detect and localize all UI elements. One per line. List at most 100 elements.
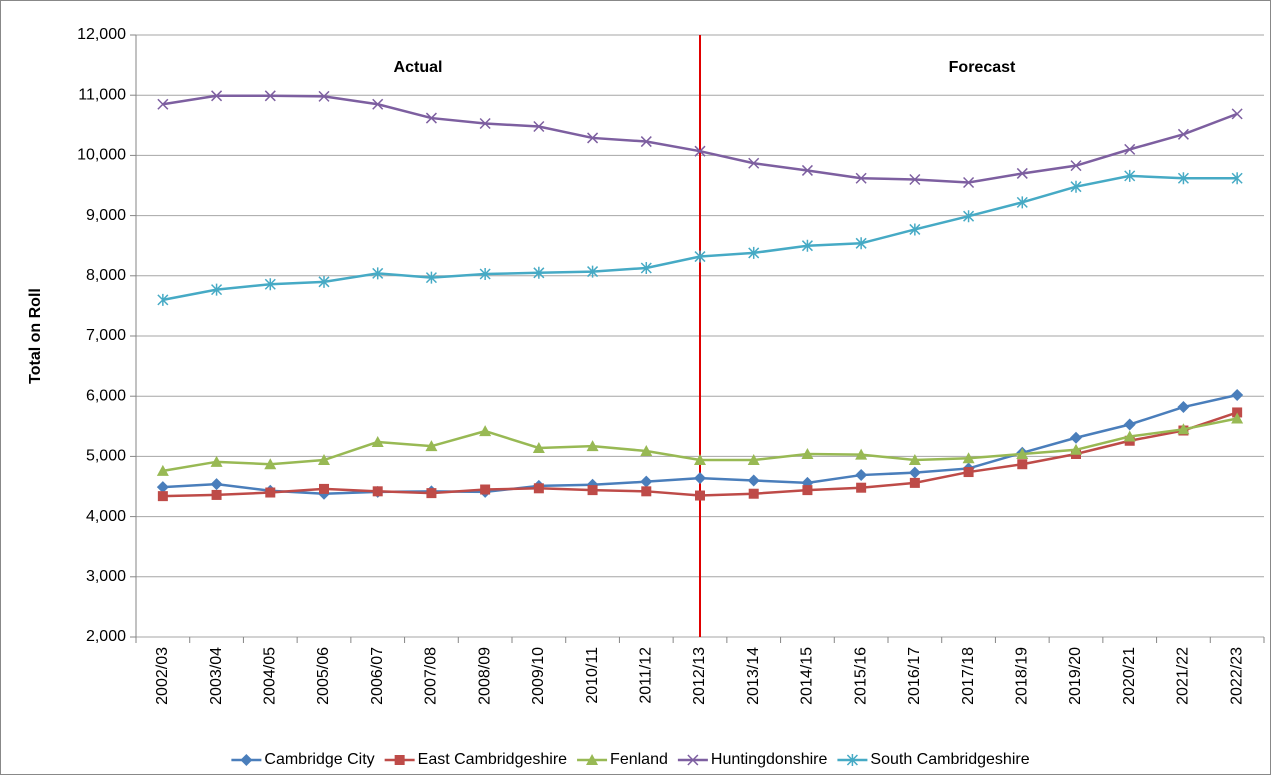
x-tick-label: 2003/04: [208, 647, 225, 705]
marker: [372, 486, 383, 497]
marker: [855, 237, 867, 250]
marker: [748, 157, 760, 169]
marker: [694, 454, 706, 466]
marker: [1070, 160, 1082, 172]
marker: [211, 283, 223, 296]
y-axis-label: Total on Roll: [27, 288, 44, 384]
y-tick-label: 3,000: [86, 568, 126, 585]
x-tick-label: 2017/18: [960, 647, 977, 705]
x-tick-label: 2002/03: [154, 647, 171, 705]
marker: [264, 90, 276, 102]
y-tick-label: 9,000: [86, 207, 126, 224]
x-tick-label: 2015/16: [852, 647, 869, 705]
marker: [265, 487, 276, 498]
marker: [1070, 180, 1082, 193]
marker: [240, 754, 253, 766]
marker: [1177, 423, 1190, 435]
marker: [318, 90, 330, 102]
y-tick-label: 10,000: [77, 147, 126, 164]
marker: [479, 117, 491, 130]
marker: [210, 455, 223, 467]
x-tick-label: 2004/05: [262, 647, 279, 705]
marker: [587, 265, 599, 278]
legend-label: Cambridge City: [264, 751, 374, 768]
x-tick-label: 2008/09: [476, 647, 493, 705]
legend-label: South Cambridgeshire: [870, 751, 1029, 768]
x-tick-label: 2020/21: [1121, 647, 1138, 705]
marker: [695, 490, 705, 501]
marker: [426, 488, 437, 499]
y-tick-label: 6,000: [86, 387, 126, 404]
marker: [587, 132, 599, 144]
x-tick-label: 2012/13: [691, 647, 708, 705]
x-tick-label: 2010/11: [584, 647, 601, 704]
marker: [1016, 196, 1028, 209]
marker: [479, 267, 491, 280]
marker: [425, 271, 437, 284]
marker: [855, 469, 868, 482]
marker: [394, 755, 405, 765]
marker: [801, 239, 813, 252]
y-tick-label: 4,000: [86, 508, 126, 525]
marker: [156, 464, 169, 476]
marker: [855, 448, 868, 460]
marker: [586, 754, 599, 765]
marker: [264, 278, 276, 291]
marker: [211, 90, 223, 102]
marker: [1177, 172, 1189, 185]
legend-label: East Cambridgeshire: [418, 751, 568, 768]
x-tick-label: 2021/22: [1175, 647, 1192, 705]
marker: [963, 210, 975, 223]
marker: [372, 267, 384, 280]
y-tick-label: 8,000: [86, 267, 126, 284]
marker: [694, 472, 706, 485]
x-tick-label: 2009/10: [530, 647, 547, 705]
marker: [480, 484, 491, 495]
marker: [1177, 401, 1190, 414]
y-tick-label: 12,000: [77, 26, 126, 43]
marker: [747, 474, 760, 487]
marker: [533, 483, 544, 494]
marker: [641, 486, 652, 497]
x-tick-label: 2018/19: [1014, 647, 1031, 705]
marker: [425, 440, 438, 452]
x-tick-label: 2013/14: [745, 647, 762, 705]
marker: [371, 435, 384, 447]
marker: [1231, 388, 1244, 401]
marker: [1177, 128, 1189, 140]
marker: [856, 482, 867, 493]
y-tick-label: 2,000: [86, 628, 126, 645]
marker: [1070, 443, 1082, 455]
marker: [640, 475, 653, 488]
x-tick-label: 2006/07: [369, 647, 386, 705]
marker: [157, 293, 169, 306]
marker: [801, 164, 813, 176]
marker: [909, 477, 920, 488]
marker: [801, 447, 814, 459]
marker: [318, 454, 330, 466]
marker: [1124, 143, 1136, 155]
marker: [747, 454, 760, 466]
marker: [425, 112, 437, 124]
marker: [694, 250, 706, 263]
legend-label: Huntingdonshire: [711, 751, 828, 768]
marker: [211, 489, 222, 500]
marker: [748, 246, 760, 259]
x-tick-label: 2007/08: [423, 647, 440, 705]
marker: [963, 467, 974, 478]
marker: [1123, 430, 1136, 442]
marker: [319, 483, 329, 494]
marker: [687, 754, 699, 766]
marker: [694, 145, 706, 157]
annotation: Forecast: [949, 59, 1016, 76]
marker: [802, 485, 813, 496]
marker: [157, 98, 169, 110]
marker: [1232, 407, 1243, 418]
x-tick-label: 2022/23: [1228, 647, 1245, 705]
marker: [909, 223, 921, 236]
marker: [1231, 172, 1243, 185]
marker: [533, 266, 545, 279]
y-tick-label: 7,000: [86, 327, 126, 344]
y-tick-label: 11,000: [78, 86, 126, 103]
